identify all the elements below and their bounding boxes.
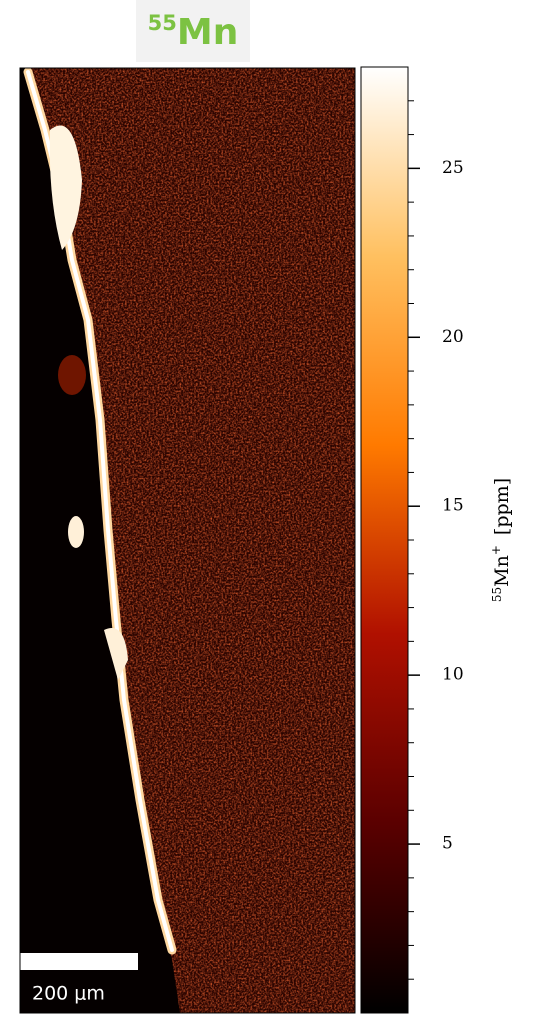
tick-label: 20 [442,327,464,347]
tick-label: 15 [442,496,464,516]
colorbar-label-unit: [ppm] [491,478,513,535]
colorbar [360,66,409,1014]
colorbar-label-charge: + [489,545,503,555]
scale-bar-label: 200 μm [32,983,105,1005]
tick-label: 10 [442,665,464,685]
tick-label: 25 [442,158,464,178]
colorbar-label: 55Mn+ [ppm] [489,478,514,602]
map-bright-blob [49,125,82,250]
map-dark-region [20,68,180,1013]
tick-label: 5 [442,834,453,854]
colorbar-label-isotope: 55 [490,587,504,602]
title-isotope: 55 [148,11,177,35]
title-box [136,0,250,62]
map-spot [104,628,128,680]
map-image: 200 μm [20,68,355,1013]
map-spot [58,355,86,395]
map-frame [19,67,356,1014]
map-spot [68,516,84,548]
colorbar-label-element: Mn [491,555,513,587]
colorbar-axis: 5 10 15 20 25 [408,100,464,980]
scale-bar [20,953,138,970]
title-element: Mn [177,12,238,53]
chart-title: 55Mn [148,11,239,53]
